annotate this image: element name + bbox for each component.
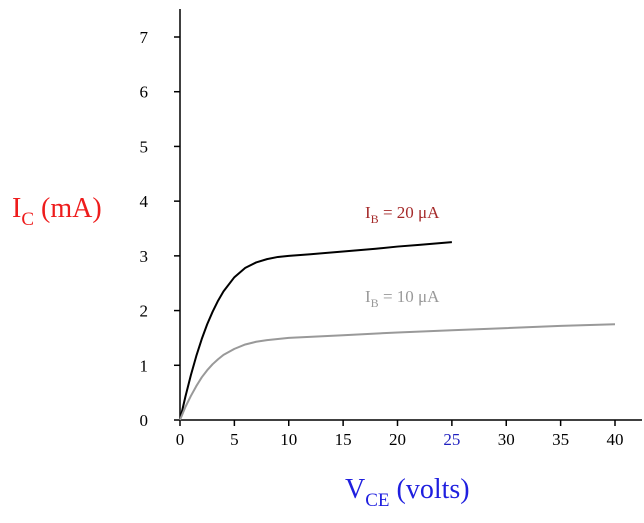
x-tick-label: 15 (335, 430, 352, 449)
series-label-1: IB = 20 μA (365, 203, 440, 226)
y-tick-label: 2 (140, 302, 149, 321)
x-axis-title: VCE (volts) (345, 474, 470, 511)
x-tick-label: 0 (176, 430, 185, 449)
y-tick-label: 3 (140, 247, 149, 266)
x-tick-label: 10 (280, 430, 297, 449)
y-tick-label: 6 (140, 83, 149, 102)
series-label-2: IB = 10 μA (365, 287, 440, 310)
x-tick-label: 5 (230, 430, 239, 449)
x-tick-label: 25 (443, 430, 460, 449)
y-tick-label: 0 (140, 411, 149, 430)
x-tick-label: 40 (607, 430, 624, 449)
x-tick-label: 30 (498, 430, 515, 449)
x-tick-label: 35 (552, 430, 569, 449)
y-tick-label: 5 (140, 137, 149, 156)
y-tick-label: 4 (140, 192, 149, 211)
y-axis-title: IC (mA) (12, 193, 102, 230)
series-line-2 (179, 323, 616, 421)
x-tick-label: 20 (389, 430, 406, 449)
series-line-1 (179, 241, 452, 421)
y-tick-label: 1 (140, 356, 149, 375)
y-tick-label: 7 (140, 28, 149, 47)
